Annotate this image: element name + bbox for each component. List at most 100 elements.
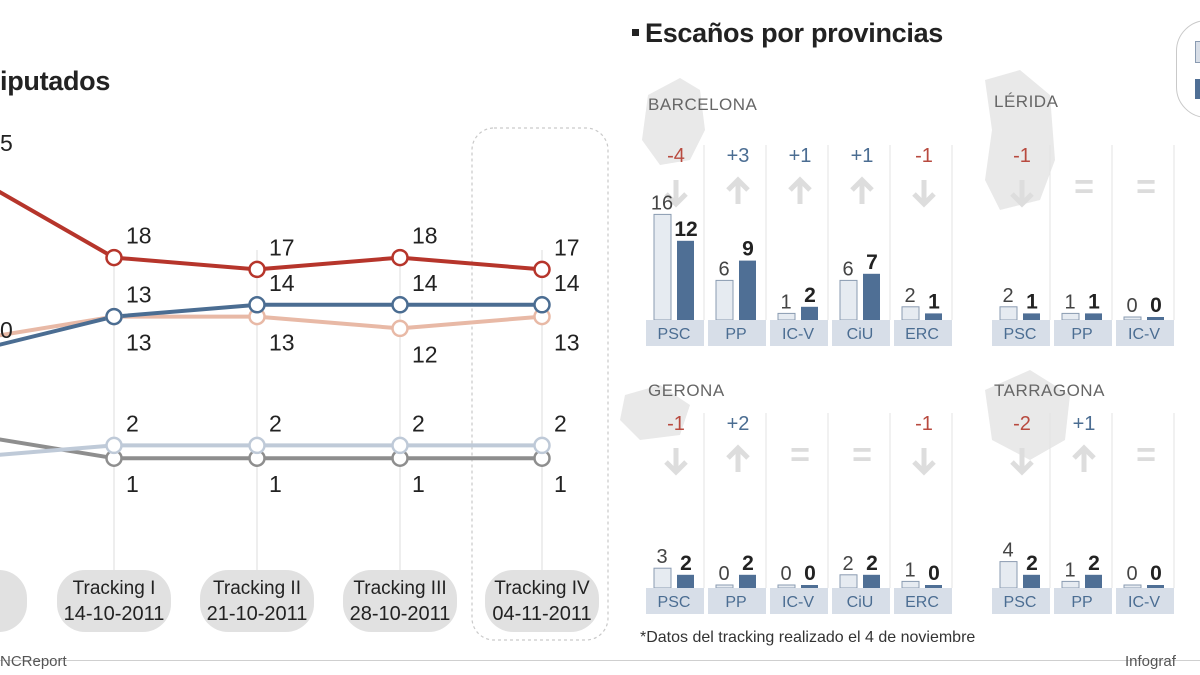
bar-previous: [1061, 312, 1080, 321]
seat-change: +1: [851, 145, 874, 167]
seat-change: +1: [1073, 413, 1096, 435]
category-label: PP: [1071, 326, 1092, 343]
data-point: [248, 260, 266, 279]
equal-icon: =: [852, 436, 872, 474]
bar-value-previous: 0: [718, 563, 729, 585]
data-label: 14: [412, 270, 438, 296]
bar-current: [863, 574, 880, 588]
seat-change: -1: [667, 413, 685, 435]
data-point: [533, 260, 551, 279]
category-label: ERC: [905, 594, 939, 611]
x-tick-label: 14-10-2011: [64, 603, 165, 625]
down-arrow-icon: [1010, 448, 1034, 476]
bar-value-current: 0: [1150, 562, 1162, 585]
bar-current: [925, 585, 942, 588]
bar-value-previous: 6: [718, 258, 729, 280]
bar-value-current: 0: [1150, 294, 1162, 317]
category-band: [1116, 320, 1174, 346]
category-label: CiU: [847, 326, 874, 343]
bar-current: [801, 585, 818, 588]
province-name: TARRAGONA: [994, 381, 1105, 400]
up-arrow-icon: [850, 176, 874, 204]
bar-value-previous: 0: [1126, 563, 1137, 585]
bar-value-current: 2: [680, 552, 692, 575]
x-axis-pill: [200, 570, 314, 632]
seat-change: -4: [667, 145, 685, 167]
bar-value-current: 2: [1088, 552, 1100, 575]
infographic-credit: Infograf: [1125, 653, 1176, 670]
bar-previous: [839, 574, 858, 589]
bar-value-current: 2: [804, 284, 816, 307]
bar-value-previous: 1: [1064, 291, 1075, 313]
data-label: 2: [269, 410, 282, 436]
province-name: LÉRIDA: [994, 92, 1059, 111]
up-arrow-icon: [788, 176, 812, 204]
bar-value-previous: 4: [1002, 540, 1013, 562]
province-name: BARCELONA: [648, 95, 758, 114]
bar-previous: [653, 213, 672, 321]
bar-value-previous: 0: [1126, 295, 1137, 317]
data-label: 13: [126, 282, 152, 308]
category-band: [1054, 588, 1112, 614]
data-label: 13: [126, 330, 152, 356]
data-label: 13: [554, 330, 580, 356]
seat-change: -1: [915, 413, 933, 435]
bar-value-current: 1: [928, 290, 940, 313]
category-band: [770, 588, 828, 614]
data-label: 14: [269, 270, 295, 296]
data-label: 2: [126, 410, 139, 436]
category-band: [1116, 588, 1174, 614]
bar-previous: [1061, 580, 1080, 589]
bar-value-current: 2: [866, 552, 878, 575]
provinces-title: Escaños por provincias: [632, 18, 943, 49]
x-tick-label: 21-10-2011: [207, 603, 308, 625]
bar-current: [677, 574, 694, 588]
down-arrow-icon: [664, 448, 688, 476]
bar-value-previous: 0: [780, 563, 791, 585]
seat-change: -2: [1013, 413, 1031, 435]
province-name: GERONA: [648, 381, 725, 400]
data-label: 2: [412, 410, 425, 436]
x-axis-pill: [485, 570, 599, 632]
x-axis-pill: [57, 570, 171, 632]
category-band: [832, 588, 890, 614]
data-point: [391, 436, 409, 455]
data-label: 1: [269, 471, 282, 497]
data-label: 1: [554, 471, 567, 497]
category-band: [894, 588, 952, 614]
equal-icon: =: [1136, 168, 1156, 206]
data-point: [391, 248, 409, 267]
category-label: PSC: [658, 326, 691, 343]
bar-current: [1147, 585, 1164, 588]
bar-previous: [653, 567, 672, 589]
data-label: 1: [412, 471, 425, 497]
data-point: [248, 436, 266, 455]
category-label: IC-V: [782, 326, 814, 343]
seat-change: +1: [789, 145, 812, 167]
category-band: [832, 320, 890, 346]
category-label: PSC: [1004, 326, 1037, 343]
highlight-panel: [471, 127, 609, 641]
equal-icon: =: [1136, 436, 1156, 474]
category-label: PSC: [1004, 594, 1037, 611]
down-arrow-icon: [1010, 180, 1034, 208]
category-band: [646, 320, 704, 346]
bar-previous: [1123, 316, 1142, 321]
equal-icon: =: [790, 436, 810, 474]
data-label: 14: [554, 270, 580, 296]
data-label: 13: [269, 330, 295, 356]
bar-value-current: 0: [928, 562, 940, 585]
bar-value-current: 2: [1026, 552, 1038, 575]
seat-change: +2: [727, 413, 750, 435]
bar-previous: [715, 279, 734, 321]
x-tick-label: Tracking II: [213, 578, 301, 599]
category-band: [992, 320, 1050, 346]
data-label: 18: [412, 223, 438, 249]
seat-change: -1: [1013, 145, 1031, 167]
down-arrow-icon: [664, 180, 688, 208]
up-arrow-icon: [1072, 444, 1096, 472]
bar-current: [925, 313, 942, 320]
footnote: *Datos del tracking realizado el 4 de no…: [640, 629, 976, 646]
legend-old-swatch: [1195, 41, 1200, 63]
